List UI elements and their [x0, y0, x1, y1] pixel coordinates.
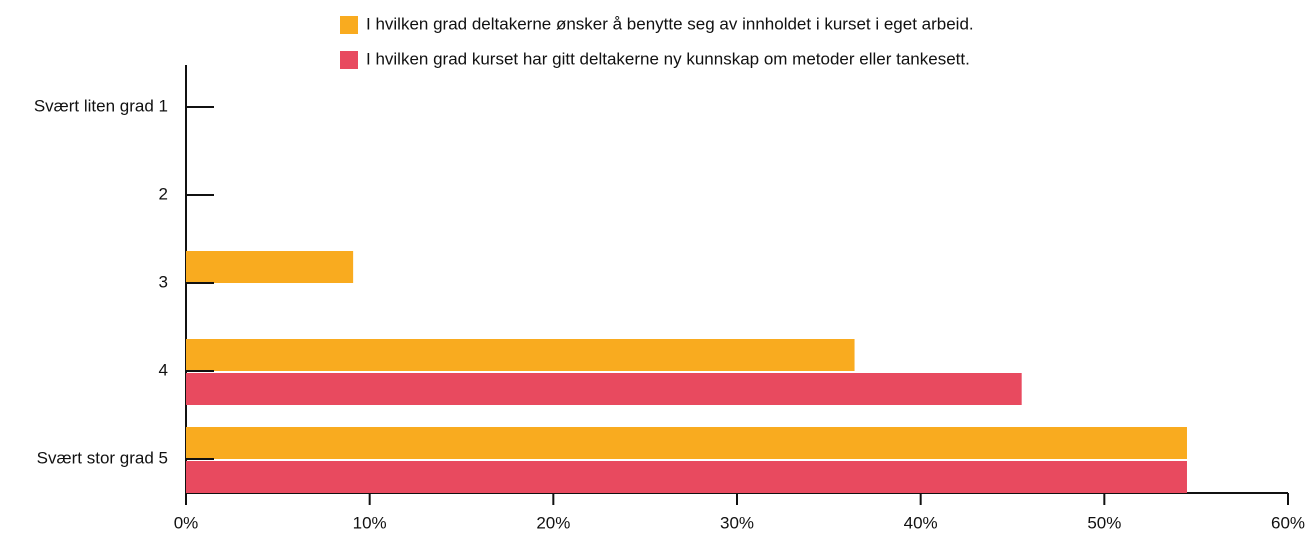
x-tick-label: 60%: [1271, 513, 1305, 532]
bar: [186, 461, 1187, 493]
x-tick-label: 50%: [1087, 513, 1121, 532]
y-tick-label: 2: [159, 184, 168, 203]
bar: [186, 427, 1187, 459]
y-tick-label: 3: [159, 272, 168, 291]
bar: [186, 373, 1022, 405]
bar: [186, 339, 855, 371]
y-tick-label: Svært liten grad 1: [34, 96, 168, 115]
x-tick-label: 10%: [353, 513, 387, 532]
legend-swatch: [340, 51, 358, 69]
y-tick-label: 4: [159, 360, 168, 379]
legend-label: I hvilken grad deltakerne ønsker å benyt…: [366, 14, 974, 33]
y-tick-label: Svært stor grad 5: [37, 448, 168, 467]
legend-label: I hvilken grad kurset har gitt deltakern…: [366, 49, 970, 68]
bar: [186, 251, 354, 283]
x-tick-label: 40%: [904, 513, 938, 532]
legend-swatch: [340, 16, 358, 34]
x-tick-label: 0%: [174, 513, 199, 532]
x-tick-label: 20%: [536, 513, 570, 532]
x-tick-label: 30%: [720, 513, 754, 532]
